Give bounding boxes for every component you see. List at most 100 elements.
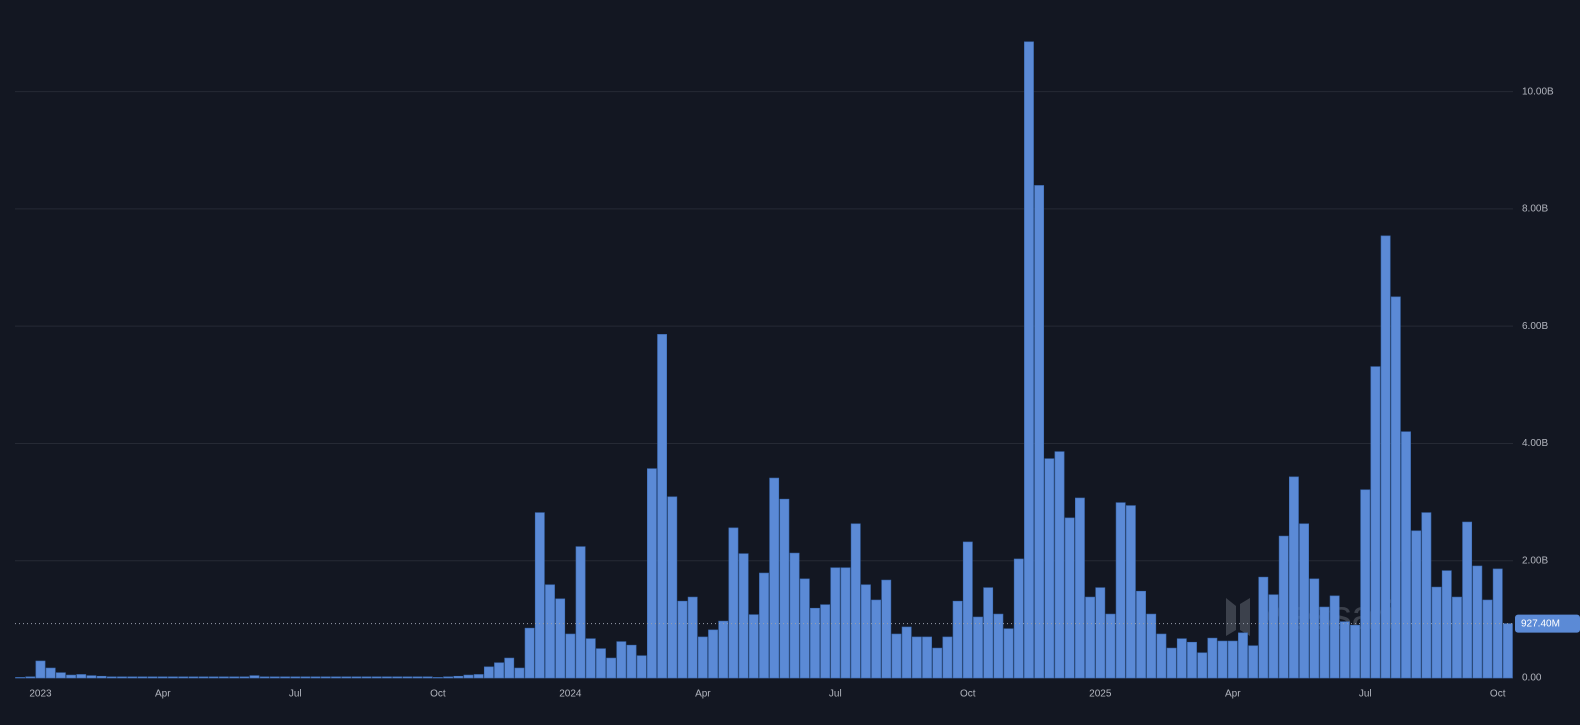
x-tick-label: Apr [155, 689, 171, 700]
bar [208, 676, 219, 679]
bar [799, 578, 810, 679]
bar [1115, 502, 1126, 679]
bar [1492, 568, 1503, 679]
bar [1390, 296, 1401, 679]
bar [259, 676, 270, 679]
bar [229, 676, 239, 679]
bar [820, 604, 831, 679]
bar [565, 633, 576, 679]
bar [463, 674, 474, 679]
bar [66, 674, 76, 679]
bar [1105, 613, 1116, 679]
bar [198, 676, 209, 679]
bar [1034, 185, 1045, 679]
bar [1360, 489, 1371, 679]
bar [310, 676, 321, 679]
bar [606, 657, 617, 679]
bar [983, 587, 994, 679]
bar [1309, 578, 1320, 679]
bar [483, 666, 494, 679]
bar [779, 498, 790, 679]
bar [871, 599, 881, 679]
bar [1176, 638, 1187, 679]
bar [1329, 595, 1340, 679]
bar [422, 676, 433, 679]
bar [1187, 641, 1197, 679]
bar [1278, 535, 1289, 679]
bar [1227, 640, 1238, 679]
bar [1431, 586, 1442, 679]
bar [810, 607, 820, 679]
bar [1452, 596, 1462, 679]
bar [1217, 640, 1228, 679]
bar [45, 667, 56, 679]
bar [239, 676, 250, 679]
watermark-logo [1226, 598, 1250, 636]
x-tick-label: 2025 [1089, 689, 1112, 700]
bar [25, 676, 36, 679]
bar [789, 552, 800, 679]
reference-label-box [1515, 614, 1580, 633]
x-tick-label: Jul [289, 689, 302, 700]
bar [891, 633, 902, 679]
x-tick-label: Oct [430, 689, 446, 700]
y-tick-label: 0.00 [1522, 673, 1542, 684]
bar [993, 613, 1004, 679]
bar [1441, 570, 1452, 679]
bar [718, 620, 729, 679]
bar [361, 676, 372, 679]
bar [942, 636, 953, 679]
bar [433, 677, 443, 679]
bar [1462, 521, 1473, 679]
bar [1248, 645, 1259, 679]
bar [545, 584, 555, 679]
bar [188, 676, 199, 679]
bar [911, 636, 922, 679]
bar [15, 677, 25, 679]
bar [127, 676, 138, 679]
bar [1064, 517, 1075, 679]
bar [269, 676, 280, 679]
bar [331, 676, 341, 679]
bar [1482, 599, 1493, 679]
bar [320, 676, 331, 679]
bar [157, 676, 168, 679]
bar [1085, 596, 1095, 679]
x-tick-label: 2024 [559, 689, 582, 700]
bar [300, 676, 311, 679]
bar [453, 675, 464, 679]
x-tick-label: Oct [1490, 689, 1506, 700]
x-tick-label: Oct [960, 689, 976, 700]
bar [351, 676, 362, 679]
bar [932, 647, 943, 679]
bar [1472, 565, 1483, 679]
bar [55, 672, 66, 679]
bar [952, 600, 963, 679]
bar [861, 584, 871, 679]
reference-label: 927.40M [1521, 618, 1560, 629]
bar [616, 641, 627, 679]
bar [1299, 523, 1309, 679]
bar [973, 616, 983, 679]
bar [881, 579, 892, 679]
x-tick-label: 2023 [29, 689, 52, 700]
bar [280, 676, 290, 679]
x-tick-label: Jul [1359, 689, 1372, 700]
bar [473, 674, 484, 679]
bar [534, 512, 545, 679]
x-tick-label: Apr [1225, 689, 1241, 700]
bar [1401, 431, 1411, 679]
bar [677, 600, 688, 679]
bar [402, 676, 413, 679]
bar [647, 468, 657, 679]
bar [1421, 512, 1432, 679]
bar [137, 676, 148, 679]
bar [575, 546, 586, 679]
bar [1370, 366, 1381, 679]
bar [168, 676, 178, 679]
bar [769, 477, 780, 679]
bar [667, 496, 678, 679]
bar [1268, 594, 1279, 679]
bar [1044, 458, 1055, 679]
